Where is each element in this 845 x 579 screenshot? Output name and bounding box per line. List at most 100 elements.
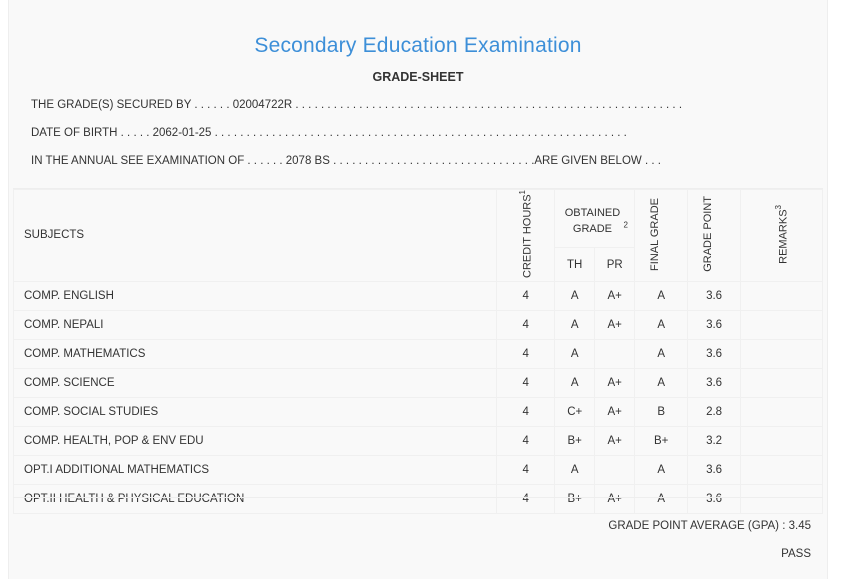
- cell-subject: COMP. NEPALI: [12, 309, 498, 340]
- cell-remarks: [740, 309, 823, 340]
- secured-by-dots: . . . . . . . . . . . . . . . . . . . . …: [295, 99, 683, 111]
- obtained-grade-label: OBTAINED GRADE: [564, 206, 621, 235]
- cell-remarks: [740, 454, 823, 485]
- cell-th-grade: A: [554, 280, 596, 311]
- symbol-number: 02004722R: [232, 99, 293, 111]
- cell-grade-point: 3.6: [687, 483, 742, 514]
- cell-final-grade: A: [634, 483, 689, 514]
- col-header-th: TH: [554, 247, 596, 282]
- cell-credit-hours: 4: [496, 483, 556, 514]
- exam-title: Secondary Education Examination: [254, 34, 582, 57]
- exam-dots: . . . . . . . . . . . . . . . . . . . . …: [333, 155, 535, 167]
- remarks-label: REMARKS: [777, 209, 790, 264]
- cell-grade-point: 3.2: [687, 425, 742, 456]
- col-header-obtained-grade: OBTAINED GRADE 2: [554, 188, 636, 249]
- cell-final-grade: A: [634, 280, 689, 311]
- cell-pr-grade: [594, 338, 636, 369]
- table-row: COMP. NEPALI 4 A A+ A 3.6: [12, 309, 823, 340]
- exam-year: 2078 BS: [285, 155, 330, 167]
- cell-th-grade: B+: [554, 483, 596, 514]
- cell-subject: COMP. ENGLISH: [12, 280, 498, 311]
- cell-credit-hours: 4: [496, 396, 556, 427]
- col-header-subjects: SUBJECTS: [12, 189, 498, 282]
- exam-label: IN THE ANNUAL SEE EXAMINATION OF . . . .…: [31, 155, 283, 167]
- cell-pr-grade: A+: [594, 280, 636, 311]
- gpa-line: GRADE POINT AVERAGE (GPA) : 3.45: [608, 520, 811, 532]
- cell-th-grade: A: [554, 367, 596, 398]
- secured-by-line: THE GRADE(S) SECURED BY . . . . . . 0200…: [31, 99, 741, 111]
- cell-remarks: [740, 338, 823, 369]
- cell-grade-point: 3.6: [687, 309, 742, 340]
- dob-line: DATE OF BIRTH . . . . . 2062-01-25 . . .…: [31, 127, 731, 139]
- cell-subject: OPT.II HEALTH & PHYSICAL EDUCATION: [12, 483, 498, 514]
- cell-pr-grade: [594, 454, 636, 485]
- divider: [13, 188, 823, 189]
- cell-grade-point: 3.6: [687, 338, 742, 369]
- final-grade-label: FINAL GRADE: [649, 197, 662, 271]
- cell-pr-grade: A+: [594, 309, 636, 340]
- secured-by-label: THE GRADE(S) SECURED BY . . . . . .: [31, 99, 230, 111]
- table-row: COMP. HEALTH, POP & ENV EDU 4 B+ A+ B+ 3.2: [12, 425, 823, 456]
- cell-credit-hours: 4: [496, 338, 556, 369]
- cell-subject: COMP. HEALTH, POP & ENV EDU: [12, 425, 498, 456]
- cell-pr-grade: A+: [594, 425, 636, 456]
- cell-credit-hours: 4: [496, 309, 556, 340]
- dob-dots: . . . . . . . . . . . . . . . . . . . . …: [214, 127, 627, 139]
- col-header-remarks: REMARKS3: [740, 189, 823, 282]
- cell-credit-hours: 4: [496, 454, 556, 485]
- cell-final-grade: A: [634, 454, 689, 485]
- cell-remarks: [740, 483, 823, 514]
- gpa-label: GRADE POINT AVERAGE (GPA) :: [608, 520, 786, 532]
- grade-sheet: Secondary Education Examination GRADE-SH…: [8, 0, 828, 579]
- exam-line: IN THE ANNUAL SEE EXAMINATION OF . . . .…: [31, 155, 741, 167]
- cell-final-grade: A: [634, 367, 689, 398]
- cell-remarks: [740, 367, 823, 398]
- grades-table: SUBJECTS CREDIT HOURS1 OBTAINED GRADE 2 F…: [12, 188, 823, 514]
- cell-th-grade: C+: [554, 396, 596, 427]
- table-row: COMP. SCIENCE 4 A A+ A 3.6: [12, 367, 823, 398]
- result-status: PASS: [781, 548, 811, 560]
- cell-grade-point: 2.8: [687, 396, 742, 427]
- cell-th-grade: A: [554, 338, 596, 369]
- table-row: OPT.II HEALTH & PHYSICAL EDUCATION 4 B+ A+ A…: [12, 483, 823, 514]
- exam-suffix: ARE GIVEN BELOW . . .: [534, 155, 661, 167]
- cell-remarks: [740, 396, 823, 427]
- table-row: COMP. ENGLISH 4 A A+ A 3.6: [12, 280, 823, 311]
- credit-hours-label: CREDIT HOURS: [522, 194, 535, 278]
- dob-value: 2062-01-25: [152, 127, 212, 139]
- cell-subject: OPT.I ADDITIONAL MATHEMATICS: [12, 454, 498, 485]
- cell-credit-hours: 4: [496, 280, 556, 311]
- cell-th-grade: A: [554, 454, 596, 485]
- cell-grade-point: 3.6: [687, 454, 742, 485]
- gpa-value: 3.45: [788, 520, 811, 532]
- table-row: COMP. SOCIAL STUDIES 4 C+ A+ B 2.8: [12, 396, 823, 427]
- table-row: OPT.I ADDITIONAL MATHEMATICS 4 A A 3.6: [12, 454, 823, 485]
- cell-final-grade: B: [634, 396, 689, 427]
- cell-pr-grade: A+: [594, 483, 636, 514]
- cell-pr-grade: A+: [594, 396, 636, 427]
- col-header-pr: PR: [594, 247, 636, 282]
- cell-subject: COMP. SCIENCE: [12, 367, 498, 398]
- table-row: COMP. MATHEMATICS 4 A A 3.6: [12, 338, 823, 369]
- grade-sheet-heading: GRADE-SHEET: [372, 70, 464, 84]
- cell-subject: COMP. MATHEMATICS: [12, 338, 498, 369]
- credit-hours-sup: 1: [518, 190, 528, 195]
- cell-subject: COMP. SOCIAL STUDIES: [12, 396, 498, 427]
- cell-final-grade: A: [634, 309, 689, 340]
- cell-final-grade: B+: [634, 425, 689, 456]
- col-header-final-grade: FINAL GRADE: [634, 189, 689, 282]
- dob-label: DATE OF BIRTH . . . . .: [31, 127, 150, 139]
- col-header-credit-hours: CREDIT HOURS1: [496, 189, 556, 282]
- cell-pr-grade: A+: [594, 367, 636, 398]
- cell-final-grade: A: [634, 338, 689, 369]
- obtained-grade-sup: 2: [623, 219, 628, 229]
- cell-th-grade: A: [554, 309, 596, 340]
- cell-credit-hours: 4: [496, 425, 556, 456]
- cell-grade-point: 3.6: [687, 280, 742, 311]
- remarks-sup: 3: [774, 204, 784, 210]
- cell-th-grade: B+: [554, 425, 596, 456]
- cell-credit-hours: 4: [496, 367, 556, 398]
- col-header-grade-point: GRADE POINT: [687, 189, 742, 282]
- cell-grade-point: 3.6: [687, 367, 742, 398]
- grade-point-label: GRADE POINT: [702, 196, 715, 272]
